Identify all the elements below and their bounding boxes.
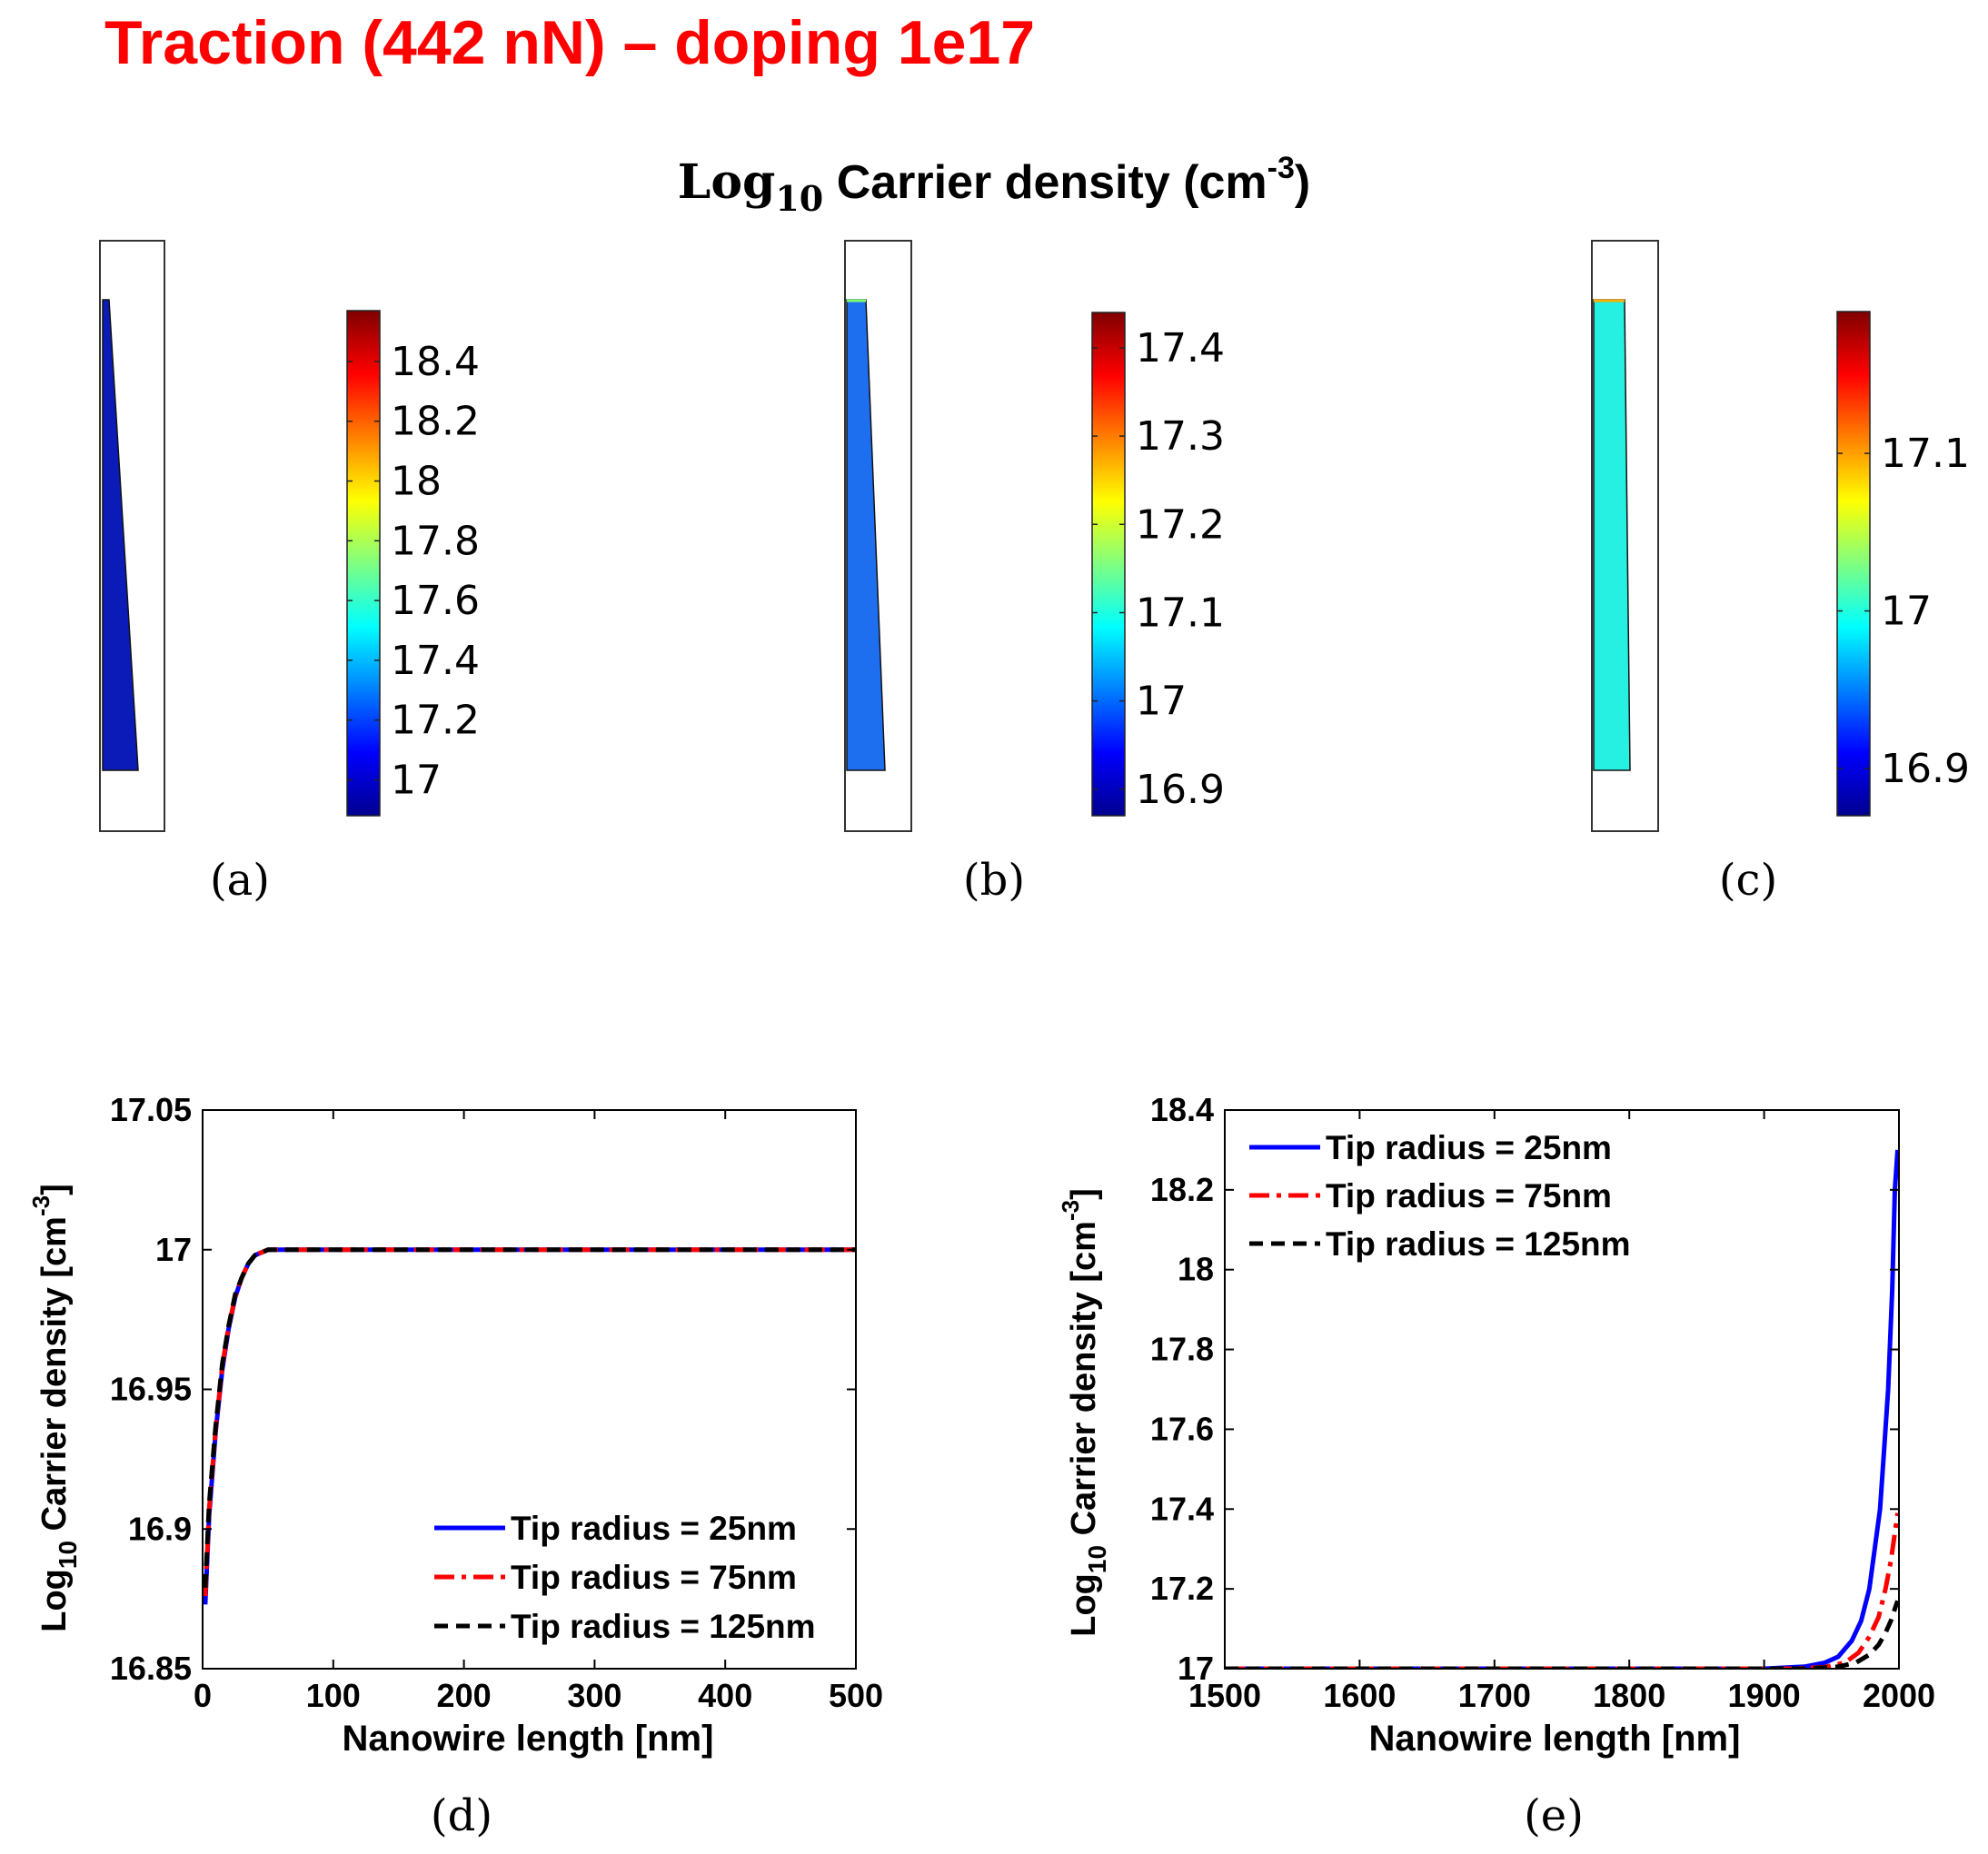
colorbar-tick-label-c: 16.9 xyxy=(1881,746,1970,792)
y-tick-label-e: 18 xyxy=(1178,1251,1214,1288)
colorbar-ticks-a: 18.4 18.2 18 17.8 17.6 17.4 17.2 17 xyxy=(347,339,480,804)
legend-label-d-2: Tip radius = 75nm xyxy=(511,1559,797,1596)
x-tick-label-d: 300 xyxy=(567,1677,621,1714)
colorbar-ticks-c: 17.1 17 16.9 xyxy=(1837,431,1970,792)
colorbar-b xyxy=(1091,312,1126,817)
x-tick-label-d: 100 xyxy=(306,1677,361,1714)
y-tick-label-e: 18.4 xyxy=(1150,1091,1214,1128)
colorbar-a xyxy=(346,310,381,817)
x-tick-label-e: 1600 xyxy=(1323,1677,1396,1714)
y-tick-label-e: 17.2 xyxy=(1150,1570,1214,1607)
x-axis-label-e: Nanowire length [nm] xyxy=(1369,1719,1741,1759)
colorbar-tick-label-a: 17.6 xyxy=(391,578,480,624)
colorbar-tick-label-b: 17.4 xyxy=(1136,325,1225,372)
y-axis-label-d: Log10 Carrier density [cm-3] xyxy=(27,1184,82,1632)
nanowire-density-map-c xyxy=(1593,299,1631,771)
panel-label-e: (e) xyxy=(1524,1790,1584,1841)
y-tick-label-e: 17.6 xyxy=(1150,1410,1214,1447)
legend-e: Tip radius = 25nm Tip radius = 75nm Tip ra… xyxy=(1249,1129,1631,1263)
plot-area-d xyxy=(203,1110,856,1669)
axes-frame-e xyxy=(1224,1109,1900,1670)
colorbar-tick-label-c: 17 xyxy=(1881,589,1932,635)
y-tick-label-e: 18.2 xyxy=(1150,1171,1214,1208)
panel-c: 17.1 17 16.9 (c) xyxy=(1591,240,1970,906)
panel-b: 17.4 17.3 17.2 17.1 17 16.9 (b) xyxy=(844,240,1225,906)
panel-label-d: (d) xyxy=(431,1790,492,1841)
legend-label-e-1: Tip radius = 25nm xyxy=(1326,1129,1612,1166)
line-chart-d: Log10 Carrier density [cm-3] Nanowire le… xyxy=(27,1091,883,1841)
colorbar-c xyxy=(1836,311,1871,817)
y-tick-label-e: 17.8 xyxy=(1150,1331,1214,1368)
colorbar-tick-label-b: 17.3 xyxy=(1136,413,1225,460)
y-tick-label-d: 17.05 xyxy=(110,1091,192,1128)
x-tick-label-e: 1700 xyxy=(1458,1677,1531,1714)
plot-area-e xyxy=(1225,1110,1899,1669)
series-line-e-3 xyxy=(1225,1600,1899,1669)
x-tick-label-d: 500 xyxy=(829,1677,883,1714)
colorbar-tick-label-a: 18.4 xyxy=(391,339,480,385)
series-line-d-3 xyxy=(203,1247,856,1588)
colorbar-tick-label-a: 18.2 xyxy=(391,399,480,445)
x-tick-label-e: 1500 xyxy=(1188,1677,1261,1714)
y-tick-label-d: 16.95 xyxy=(110,1371,192,1408)
panel-label-b: (b) xyxy=(963,855,1025,906)
x-tick-label-d: 400 xyxy=(698,1677,752,1714)
colorbar-tick-label-b: 17.2 xyxy=(1136,501,1225,548)
colorbar-ticks-b: 17.4 17.3 17.2 17.1 17 16.9 xyxy=(1092,325,1225,813)
colorbar-tick-label-c: 17.1 xyxy=(1881,431,1970,477)
y-tick-label-d: 16.85 xyxy=(110,1650,192,1687)
legend-d: Tip radius = 25nm Tip radius = 75nm Tip ra… xyxy=(434,1510,816,1645)
series-line-e-1 xyxy=(1225,1149,1899,1669)
legend-label-d-3: Tip radius = 125nm xyxy=(511,1608,816,1645)
x-tick-label-e: 2000 xyxy=(1863,1677,1935,1714)
panel-label-a: (a) xyxy=(210,855,270,906)
colorbar-tick-label-a: 17.8 xyxy=(391,518,480,564)
x-tick-label-e: 1800 xyxy=(1593,1677,1665,1714)
colorbar-tick-label-b: 17.1 xyxy=(1136,590,1225,636)
colorbar-tick-label-b: 16.9 xyxy=(1136,767,1225,813)
colorbar-tick-label-a: 17 xyxy=(391,758,442,804)
colorbar-tick-label-b: 17 xyxy=(1136,679,1187,725)
legend-label-e-3: Tip radius = 125nm xyxy=(1326,1225,1631,1263)
legend-label-d-1: Tip radius = 25nm xyxy=(511,1510,797,1547)
x-tick-label-e: 1900 xyxy=(1728,1677,1801,1714)
figure-subtitle: Log10 Carrier density (cm-3) xyxy=(678,151,1310,219)
nanowire-density-map-a xyxy=(102,299,139,771)
x-tick-label-d: 0 xyxy=(194,1677,212,1714)
x-tick-label-d: 200 xyxy=(437,1677,492,1714)
y-tick-label-e: 17 xyxy=(1178,1650,1214,1687)
y-tick-label-e: 17.4 xyxy=(1150,1490,1214,1527)
colorbar-tick-label-a: 17.4 xyxy=(391,638,480,684)
panel-label-c: (c) xyxy=(1719,855,1777,906)
colorbar-tick-label-a: 18 xyxy=(391,459,442,505)
colorbar-tick-label-a: 17.2 xyxy=(391,698,480,744)
legend-label-e-2: Tip radius = 75nm xyxy=(1326,1177,1612,1215)
line-chart-e: Log10 Carrier density [cm-3] Nanowire le… xyxy=(1057,1091,1935,1841)
y-axis-label-e: Log10 Carrier density [cm-3] xyxy=(1057,1188,1111,1637)
y-tick-label-d: 17 xyxy=(155,1231,192,1268)
panel-a: 18.4 18.2 18 17.8 17.6 17.4 17.2 17 (a) xyxy=(99,240,480,906)
figure-title: Traction (442 nN) – doping 1e17 xyxy=(104,8,1035,77)
x-axis-label-d: Nanowire length [nm] xyxy=(343,1719,714,1759)
y-tick-label-d: 16.9 xyxy=(128,1510,192,1547)
